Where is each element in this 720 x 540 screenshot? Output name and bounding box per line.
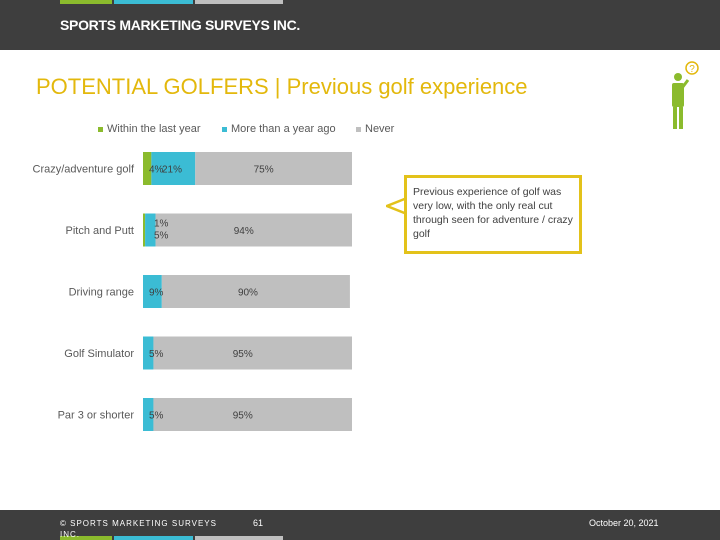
footer-date: October 20, 2021	[589, 518, 659, 528]
svg-text:?: ?	[689, 64, 695, 75]
top-banner: SPORTS MARKETING SURVEYS INC.	[0, 0, 720, 50]
data-label: 9%	[149, 288, 164, 299]
bar-segment	[143, 336, 154, 370]
brand-logo-text: SPORTS MARKETING SURVEYS INC.	[60, 17, 300, 33]
data-label: 5%	[149, 349, 164, 360]
footer-stripes	[60, 536, 285, 540]
category-label: Crazy/adventure golf	[33, 164, 135, 176]
legend-swatch	[222, 126, 227, 132]
stripe-green	[60, 0, 112, 4]
chart-legend: Within the last year More than a year ag…	[0, 123, 720, 139]
data-label: 5%	[149, 411, 164, 422]
category-label: Driving range	[69, 287, 134, 299]
bar-segment	[153, 398, 352, 431]
callout-box: Previous experience of golf was very low…	[404, 175, 582, 254]
category-label: Par 3 or shorter	[58, 410, 135, 422]
data-label: 95%	[233, 411, 253, 422]
stripe-green	[60, 536, 112, 540]
data-label: 95%	[233, 349, 253, 360]
header-stripes	[60, 0, 285, 4]
bar-segment	[195, 152, 352, 185]
data-label: 90%	[238, 288, 258, 299]
data-label: 1%	[154, 219, 169, 230]
bar-segment	[143, 152, 152, 185]
page-number: 61	[253, 518, 264, 528]
stripe-gray	[195, 536, 283, 540]
bar-segment	[143, 213, 146, 247]
data-label: 5%	[154, 231, 169, 242]
data-label: 94%	[234, 226, 254, 237]
stripe-blue	[113, 536, 194, 540]
legend-item-within-last-year: Within the last year	[98, 123, 201, 135]
copyright-text: © SPORTS MARKETING SURVEYS INC.	[60, 519, 217, 539]
legend-item-never: Never	[356, 123, 394, 135]
bar-segment	[143, 275, 162, 308]
legend-label: Within the last year	[107, 123, 201, 135]
category-label: Pitch and Putt	[66, 225, 135, 237]
data-label: 4%	[149, 165, 164, 176]
legend-label: Never	[365, 123, 395, 135]
golfer-icon: ?	[672, 61, 699, 129]
legend-swatch	[98, 126, 103, 132]
category-label: Golf Simulator	[64, 348, 134, 360]
stripe-blue	[113, 0, 194, 4]
legend-swatch	[356, 126, 361, 132]
stripe-gray	[195, 0, 283, 4]
footer-bar: © SPORTS MARKETING SURVEYS INC. 61 Octob…	[0, 510, 720, 540]
bar-segment	[143, 398, 154, 431]
page-title: POTENTIAL GOLFERS | Previous golf experi…	[36, 74, 528, 99]
stacked-bar-chart: Crazy/adventure golf 4%21% 75% Pitch and Pu…	[33, 152, 352, 431]
legend-label: More than a year ago	[231, 123, 336, 135]
bar-segment	[145, 213, 156, 247]
bar-segment	[151, 152, 196, 185]
legend-item-more-than-year-ago: More than a year ago	[222, 123, 336, 135]
data-label: 21%	[162, 165, 182, 176]
bar-segment	[153, 336, 352, 370]
data-label: 75%	[254, 165, 274, 176]
bar-segment	[161, 275, 350, 308]
bar-segment	[155, 213, 352, 247]
